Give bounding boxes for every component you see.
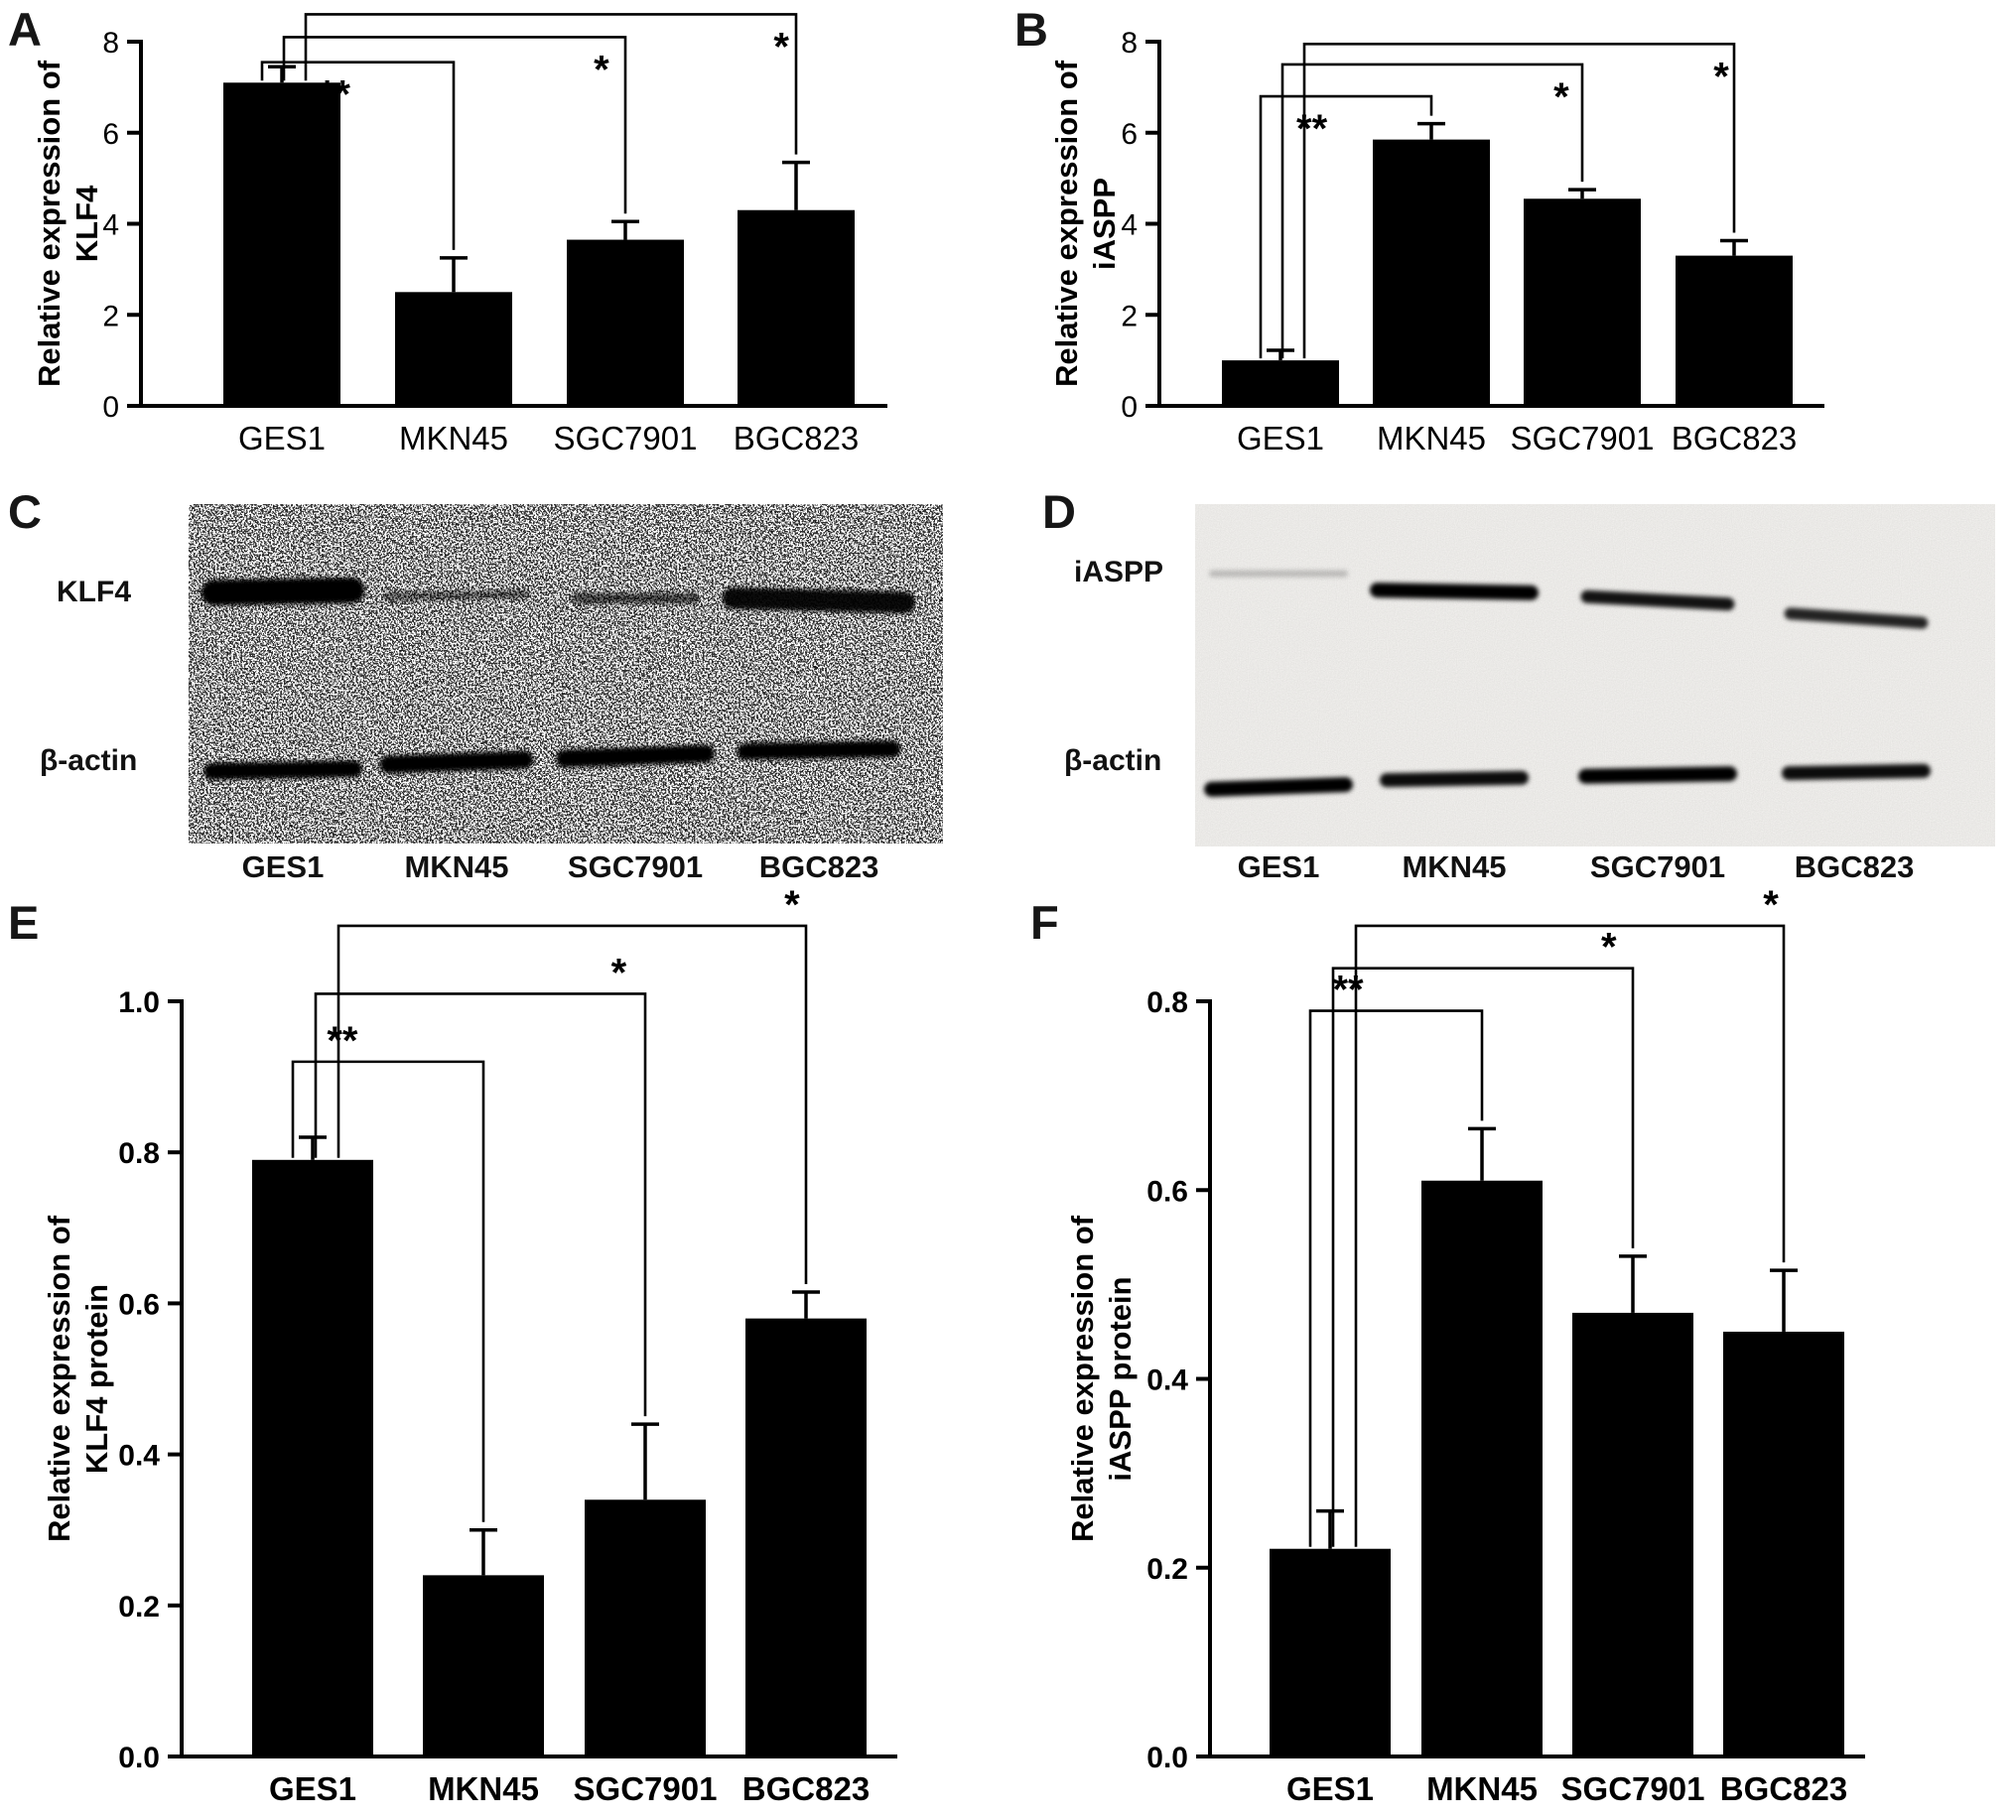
svg-text:*: * xyxy=(1713,55,1729,98)
svg-text:0.8: 0.8 xyxy=(1146,986,1188,1019)
svg-text:MKN45: MKN45 xyxy=(428,1770,539,1807)
panel-c-label: C xyxy=(8,485,42,538)
svg-text:0.0: 0.0 xyxy=(118,1742,160,1774)
panel-c-blot-image xyxy=(189,504,943,844)
svg-text:GES1: GES1 xyxy=(1237,420,1324,456)
svg-text:SGC7901: SGC7901 xyxy=(1511,420,1655,456)
svg-text:1.0: 1.0 xyxy=(118,986,160,1019)
svg-text:Relative expression of: Relative expression of xyxy=(42,1215,76,1542)
svg-text:0.4: 0.4 xyxy=(118,1440,160,1473)
lane-label-c-sgc7901: SGC7901 xyxy=(567,849,704,884)
svg-text:0: 0 xyxy=(102,391,119,424)
svg-text:SGC7901: SGC7901 xyxy=(554,420,698,456)
svg-text:4: 4 xyxy=(102,209,119,242)
svg-text:BGC823: BGC823 xyxy=(1672,420,1798,456)
svg-text:**: ** xyxy=(1332,969,1364,1012)
lane-label-c-ges1: GES1 xyxy=(241,849,325,884)
svg-text:8: 8 xyxy=(102,27,119,60)
svg-text:SGC7901: SGC7901 xyxy=(1561,1770,1705,1807)
svg-text:**: ** xyxy=(320,73,351,117)
svg-text:GES1: GES1 xyxy=(269,1770,356,1807)
lane-label-d-sgc7901: SGC7901 xyxy=(1589,849,1726,884)
svg-text:MKN45: MKN45 xyxy=(399,420,508,456)
panel-f-label: F xyxy=(1030,896,1059,949)
svg-text:Relative expression of: Relative expression of xyxy=(1065,1215,1100,1542)
svg-text:KLF4: KLF4 xyxy=(69,185,104,262)
svg-text:KLF4 protein: KLF4 protein xyxy=(79,1284,114,1474)
svg-text:0.0: 0.0 xyxy=(1146,1742,1188,1774)
panel-e-bar-chart: 0.0 0.2 0.4 0.6 0.8 1.0 GES1 MKN45 SGC7901 BGC823… xyxy=(42,883,897,1807)
panel-f-bar-chart: 0.0 0.2 0.4 0.6 0.8 GES1 MKN45 SGC7901 BGC823 Rel… xyxy=(1065,883,1865,1807)
panel-a-bar-chart: 0 2 4 6 8 GES1 MKN45 SGC7901 BGC823 Relative expr… xyxy=(32,13,887,456)
iaspp-row-label: iASPP xyxy=(1074,556,1164,588)
panel-e-label: E xyxy=(8,896,40,949)
svg-text:0.6: 0.6 xyxy=(118,1288,160,1321)
svg-text:*: * xyxy=(773,25,789,68)
svg-text:Relative expression of: Relative expression of xyxy=(32,60,67,387)
svg-text:0.8: 0.8 xyxy=(118,1137,160,1170)
svg-text:Relative expression of: Relative expression of xyxy=(1049,60,1084,387)
panel-b-label: B xyxy=(1014,3,1048,56)
svg-text:*: * xyxy=(784,883,800,927)
svg-text:0.2: 0.2 xyxy=(1146,1553,1188,1586)
panel-d-label: D xyxy=(1042,485,1076,538)
svg-text:MKN45: MKN45 xyxy=(1377,420,1486,456)
panel-c-blot-svg xyxy=(189,504,943,844)
svg-text:0.6: 0.6 xyxy=(1146,1175,1188,1208)
svg-text:SGC7901: SGC7901 xyxy=(574,1770,718,1807)
klf4-row-label: KLF4 xyxy=(57,576,131,608)
svg-text:2: 2 xyxy=(1121,300,1138,332)
lane-label-d-ges1: GES1 xyxy=(1237,849,1320,884)
svg-text:*: * xyxy=(1601,926,1617,970)
svg-text:0: 0 xyxy=(1121,391,1138,424)
svg-text:4: 4 xyxy=(1121,209,1138,242)
svg-text:2: 2 xyxy=(102,300,119,332)
svg-text:iASPP: iASPP xyxy=(1087,178,1122,270)
beta-actin-row-label-d: β-actin xyxy=(1064,744,1162,777)
svg-text:GES1: GES1 xyxy=(238,420,326,456)
panel-d-blot-image xyxy=(1195,504,1995,846)
svg-text:**: ** xyxy=(1296,107,1328,151)
svg-text:MKN45: MKN45 xyxy=(1426,1770,1538,1807)
panel-d-blot-svg xyxy=(1195,504,1995,846)
svg-text:0.4: 0.4 xyxy=(1146,1365,1188,1397)
lane-label-c-mkn45: MKN45 xyxy=(404,849,509,884)
svg-text:BGC823: BGC823 xyxy=(734,420,860,456)
panel-a-label: A xyxy=(8,3,42,56)
svg-text:*: * xyxy=(611,951,627,994)
svg-text:*: * xyxy=(594,48,609,91)
svg-text:BGC823: BGC823 xyxy=(1720,1770,1847,1807)
svg-text:*: * xyxy=(1553,75,1569,119)
lane-label-d-mkn45: MKN45 xyxy=(1402,849,1507,884)
svg-text:BGC823: BGC823 xyxy=(742,1770,870,1807)
svg-text:iASPP protein: iASPP protein xyxy=(1103,1276,1138,1481)
panel-b-bar-chart: 0 2 4 6 8 GES1 MKN45 SGC7901 BGC823 Relative expr… xyxy=(1049,27,1824,456)
svg-text:6: 6 xyxy=(1121,118,1138,151)
svg-text:8: 8 xyxy=(1121,27,1138,60)
svg-text:0.2: 0.2 xyxy=(118,1591,160,1624)
svg-text:6: 6 xyxy=(102,118,119,151)
svg-text:*: * xyxy=(1763,883,1779,927)
lane-label-d-bgc823: BGC823 xyxy=(1794,849,1915,884)
svg-text:**: ** xyxy=(327,1019,358,1063)
lane-label-c-bgc823: BGC823 xyxy=(758,849,879,884)
svg-text:GES1: GES1 xyxy=(1286,1770,1374,1807)
beta-actin-row-label-c: β-actin xyxy=(40,744,138,777)
